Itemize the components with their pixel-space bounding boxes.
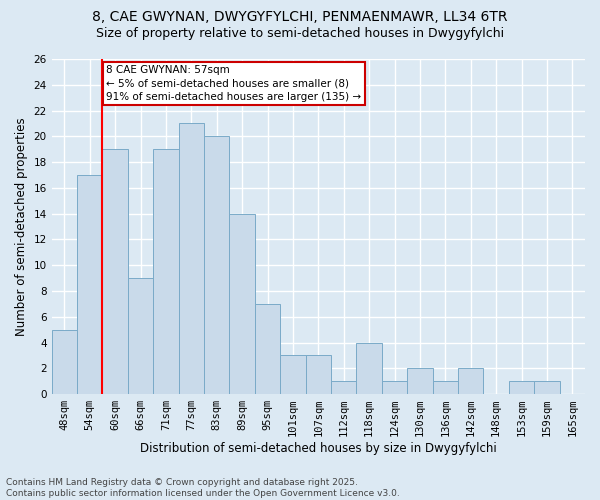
Bar — [382, 381, 407, 394]
Bar — [509, 381, 534, 394]
Bar — [280, 356, 305, 394]
Bar — [103, 149, 128, 394]
Bar — [204, 136, 229, 394]
Y-axis label: Number of semi-detached properties: Number of semi-detached properties — [15, 117, 28, 336]
X-axis label: Distribution of semi-detached houses by size in Dwygyfylchi: Distribution of semi-detached houses by … — [140, 442, 497, 455]
Bar — [128, 278, 153, 394]
Bar — [77, 175, 103, 394]
Bar — [255, 304, 280, 394]
Bar — [534, 381, 560, 394]
Bar — [153, 149, 179, 394]
Bar — [52, 330, 77, 394]
Text: 8, CAE GWYNAN, DWYGYFYLCHI, PENMAENMAWR, LL34 6TR: 8, CAE GWYNAN, DWYGYFYLCHI, PENMAENMAWR,… — [92, 10, 508, 24]
Bar — [179, 124, 204, 394]
Bar — [356, 342, 382, 394]
Text: Contains HM Land Registry data © Crown copyright and database right 2025.
Contai: Contains HM Land Registry data © Crown c… — [6, 478, 400, 498]
Bar — [407, 368, 433, 394]
Bar — [331, 381, 356, 394]
Bar — [229, 214, 255, 394]
Text: Size of property relative to semi-detached houses in Dwygyfylchi: Size of property relative to semi-detach… — [96, 28, 504, 40]
Bar — [305, 356, 331, 394]
Bar — [458, 368, 484, 394]
Text: 8 CAE GWYNAN: 57sqm
← 5% of semi-detached houses are smaller (8)
91% of semi-det: 8 CAE GWYNAN: 57sqm ← 5% of semi-detache… — [106, 66, 361, 102]
Bar — [433, 381, 458, 394]
